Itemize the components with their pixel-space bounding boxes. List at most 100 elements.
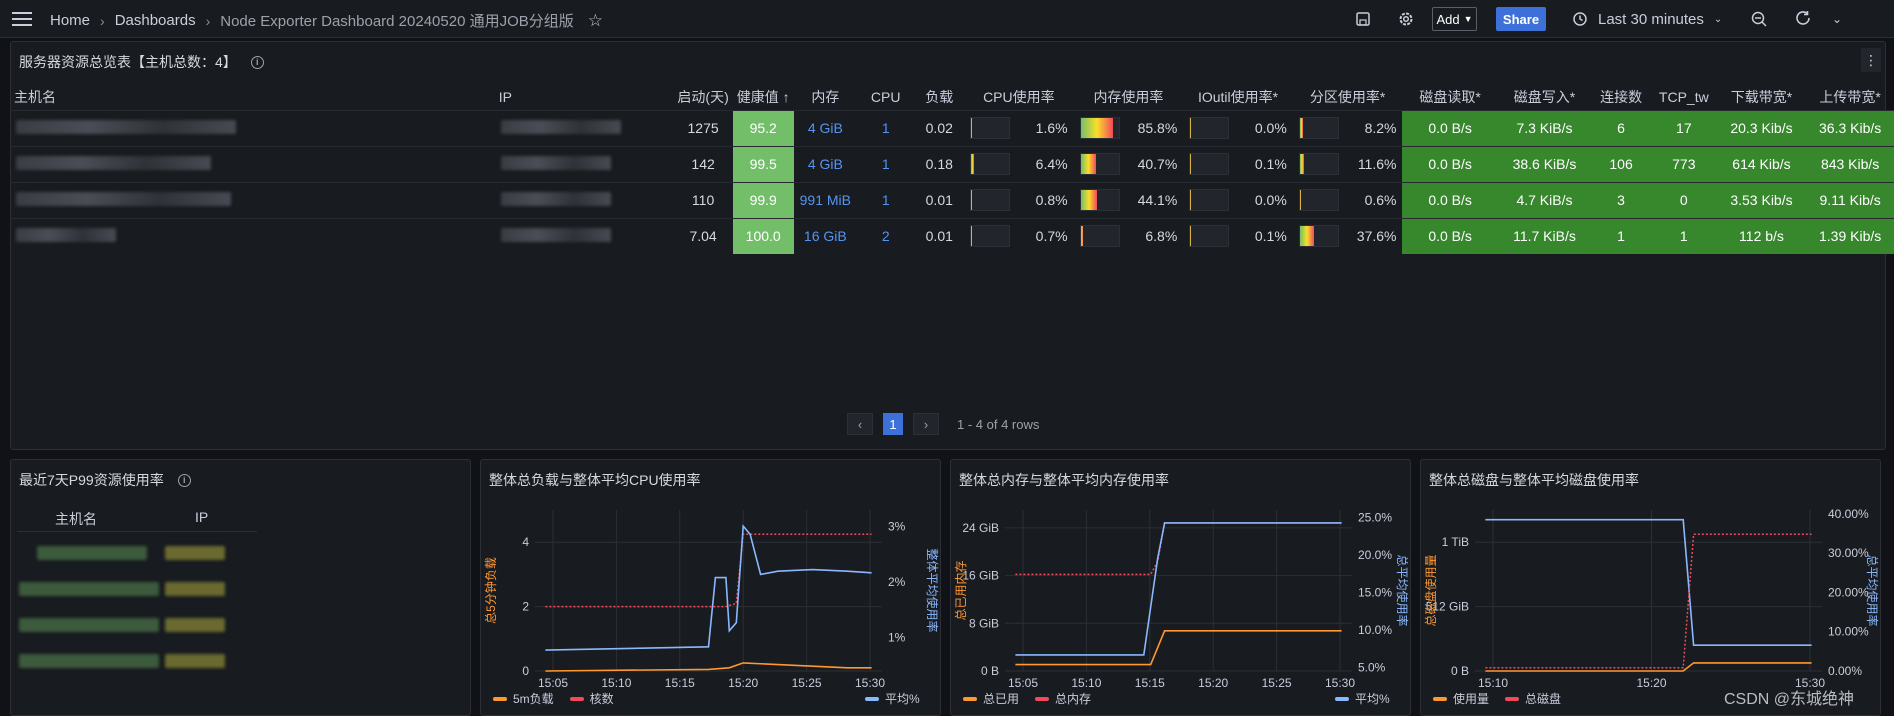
share-button[interactable]: Share [1496,7,1546,31]
part-pct-cell: 37.6% [1292,217,1403,254]
hostname-cell[interactable] [10,217,495,254]
chevron-right-icon: › [100,12,105,29]
y2-tick-label: 40.00% [1828,507,1869,521]
table-row[interactable]: 110 99.9 991 MiB 1 0.01 0.8% 44.1% 0.0% 0.6% 0.0 … [10,181,1894,218]
y2-tick-label: 5.0% [1358,660,1386,674]
sort-ascending-icon[interactable]: ↑ [778,88,790,105]
ip-cell[interactable] [494,109,674,146]
io-pct-cell: 0.0% [1183,181,1293,218]
ip-cell[interactable] [494,181,674,218]
column-header-hostname[interactable]: 主机名 [14,88,56,105]
info-icon[interactable]: i [177,473,191,487]
column-header-ip[interactable]: IP [498,88,512,105]
column-header-tcp-tw[interactable]: TCP_tw [1658,88,1709,105]
usage-gauge [1189,153,1230,175]
breadcrumb-current: Node Exporter Dashboard 20240520 通用JOB分组… [220,13,574,30]
cpu-pct-cell: 6.4% [964,145,1074,182]
x-tick-label: 15:30 [855,676,885,690]
column-header-disk-read[interactable]: 磁盘读取* [1419,88,1481,105]
y-tick-label: 0 [522,664,529,678]
y2-tick-label: 15.0% [1358,585,1392,599]
zoom-out-icon[interactable] [1748,7,1770,31]
usage-gauge [1298,189,1339,211]
top-nav-bar: Home › Dashboards › Node Exporter Dashbo… [0,0,1894,38]
column-header-ip[interactable]: IP [195,509,209,525]
legend-item[interactable]: 平均% [1335,690,1390,707]
legend-label: 总已用 [983,692,1020,706]
cpu-pct-cell: 0.8% [964,181,1074,218]
legend-item[interactable]: 平均% [865,690,920,707]
column-header-uptime[interactable]: 启动(天) [677,88,729,105]
series-line [1485,662,1812,672]
part-pct-cell: 11.6% [1292,145,1403,182]
hostname-cell[interactable] [10,145,495,182]
table-row[interactable]: 7.04 100.0 16 GiB 2 0.01 0.7% 6.8% 0.1% 37.6% 0.0… [10,217,1894,254]
blurred-hostname [16,155,211,170]
legend-label: 总磁盘 [1525,692,1562,706]
y-tick-label: 1 TiB [1442,535,1469,549]
legend-item[interactable]: 使用量 [1433,690,1489,707]
conn-cell: 106 [1591,145,1651,182]
next-page-button[interactable]: › [913,413,939,435]
column-header-download-bandwidth[interactable]: 下载带宽* [1730,88,1793,105]
menu-icon[interactable] [12,11,32,27]
uptime-cell: 1275 [673,109,733,146]
time-range-picker[interactable]: Last 30 minutes ⌄ [1572,7,1730,31]
blurred-ip [500,191,611,206]
panel-menu-icon[interactable]: ⋮ [1861,48,1881,72]
column-header-cpu-usage[interactable]: CPU使用率 [983,88,1055,105]
usage-gauge [1298,153,1339,175]
line-chart: 0 B 8 GiB 16 GiB 24 GiB 5.0% 10.0% 15.0% 20.0% 2… [954,510,1410,690]
down-cell: 3.53 Kib/s [1716,181,1807,218]
y2-axis-label: 总平均使用率 [1395,554,1410,626]
blurred-ip [500,227,611,242]
legend-item[interactable]: 5m负载 [493,690,554,707]
series-line [1015,630,1342,666]
usage-gauge [1189,117,1230,139]
hostname-cell[interactable] [10,109,495,146]
column-header-connections[interactable]: 连接数 [1600,88,1643,105]
prev-page-button[interactable]: ‹ [847,413,873,435]
ip-cell[interactable] [494,145,674,182]
info-icon[interactable]: i [250,55,264,69]
column-header-partition-usage[interactable]: 分区使用率* [1309,88,1386,105]
usage-gauge [970,225,1011,248]
column-header-disk-write[interactable]: 磁盘写入* [1513,88,1576,105]
usage-gauge [970,153,1011,175]
x-tick-label: 15:15 [665,676,695,690]
refresh-interval-chevron-icon[interactable]: ⌄ [1831,12,1843,26]
column-header-ioutil[interactable]: IOutil使用率* [1197,88,1279,105]
breadcrumb-home[interactable]: Home [50,12,91,29]
hostname-cell[interactable] [10,181,495,218]
legend-item[interactable]: 核数 [569,690,614,707]
gear-icon[interactable] [1395,7,1417,31]
page-1-button[interactable]: 1 [883,413,903,435]
breadcrumb-dashboards[interactable]: Dashboards [114,12,196,29]
add-button[interactable]: Add ▼ [1432,7,1477,31]
ip-cell[interactable] [494,217,674,254]
blurred-hostname [16,191,231,206]
legend-item[interactable]: 总磁盘 [1505,690,1561,707]
cpu-pct-cell: 0.7% [964,217,1074,254]
star-icon[interactable]: ☆ [587,10,604,30]
column-header-upload-bandwidth[interactable]: 上传带宽* [1819,88,1881,105]
table-row[interactable]: 142 99.5 4 GiB 1 0.18 6.4% 40.7% 0.1% 11.6% 0.0 B… [10,145,1894,182]
down-cell: 112 b/s [1716,217,1807,254]
column-header-health[interactable]: 健康值 ↑ [736,88,790,105]
chart-legend: 5m负载 核数 平均% [493,690,920,707]
column-header-load[interactable]: 负载 [925,88,954,105]
column-header-memory-usage[interactable]: 内存使用率 [1093,88,1164,105]
legend-item[interactable]: 总内存 [1035,690,1091,707]
column-header-hostname[interactable]: 主机名 [55,511,97,527]
save-icon[interactable] [1352,7,1374,31]
table-row [15,646,255,682]
x-tick-label: 15:05 [1008,676,1038,690]
column-header-cpu[interactable]: CPU [870,88,901,105]
uptime-cell: 110 [673,181,733,218]
column-header-memory[interactable]: 内存 [811,88,840,105]
refresh-icon[interactable] [1793,7,1815,31]
x-tick-label: 15:10 [1071,676,1101,690]
legend-item[interactable]: 总已用 [963,690,1019,707]
usage-value: 11.6% [1357,156,1397,172]
table-row[interactable]: 1275 95.2 4 GiB 1 0.02 1.6% 85.8% 0.0% 8.2% 0.0 B… [10,109,1894,146]
